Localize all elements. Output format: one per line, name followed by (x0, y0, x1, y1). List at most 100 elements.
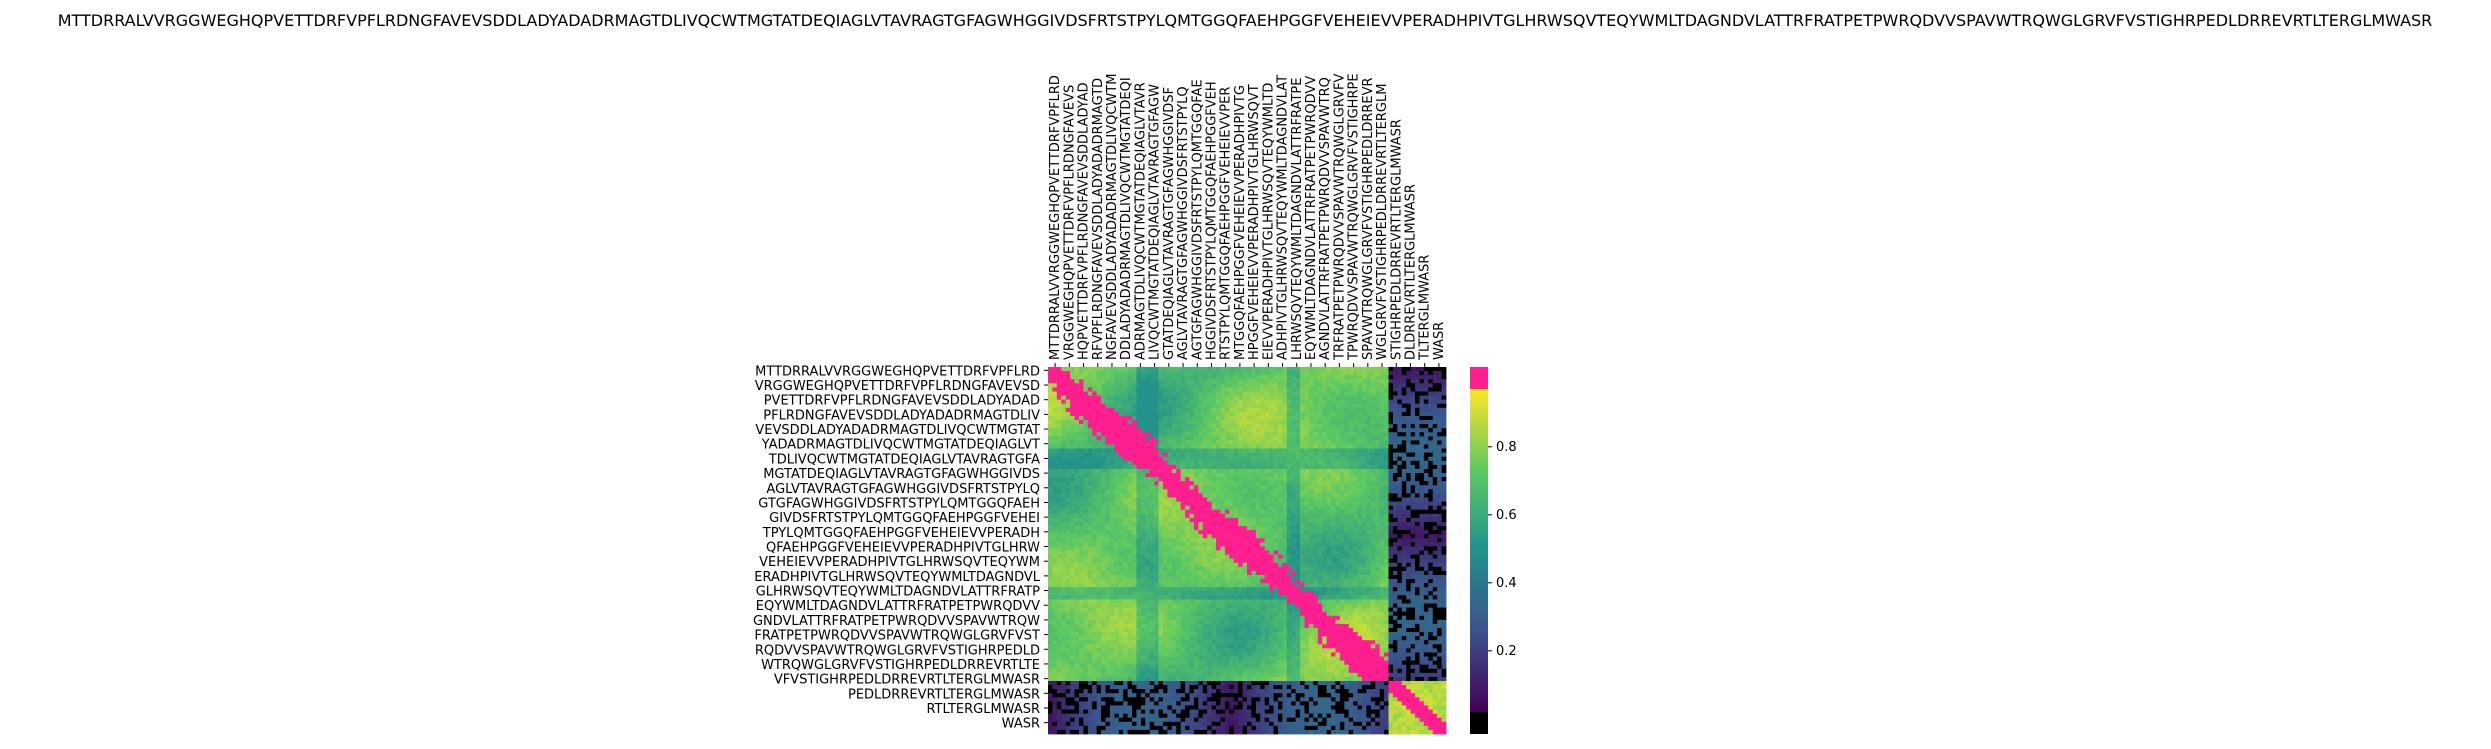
heatmap-cell (1118, 583, 1124, 588)
heatmap-cell (1083, 383, 1089, 388)
heatmap-cell (1114, 477, 1120, 482)
heatmap-cell (1295, 526, 1301, 531)
heatmap-cell (1423, 452, 1429, 458)
heatmap-cell (1061, 493, 1067, 498)
heatmap-cell (1158, 562, 1164, 568)
heatmap-cell (1326, 399, 1332, 405)
heatmap-cell (1189, 530, 1195, 535)
heatmap-cell (1074, 505, 1080, 511)
heatmap-cell (1247, 415, 1252, 421)
heatmap-cell (1397, 574, 1403, 580)
heatmap-cell (1220, 583, 1226, 588)
heatmap-cell (1361, 371, 1367, 376)
heatmap-cell (1083, 579, 1089, 584)
heatmap-cell (1255, 375, 1261, 380)
heatmap-cell (1375, 579, 1381, 584)
heatmap-cell (1105, 587, 1111, 592)
heatmap-cell (1189, 566, 1195, 572)
heatmap-cell (1331, 387, 1336, 392)
heatmap-cell (1286, 432, 1292, 437)
heatmap-cell (1220, 579, 1226, 584)
heatmap-cell (1388, 464, 1394, 470)
heatmap-cell (1348, 550, 1354, 555)
heatmap-cell (1388, 505, 1394, 511)
heatmap-cell (1273, 371, 1279, 376)
heatmap-cell (1437, 371, 1442, 376)
heatmap-cell (1211, 526, 1217, 531)
heatmap-cell (1176, 387, 1182, 392)
heatmap-cell (1428, 424, 1434, 429)
heatmap-cell (1295, 538, 1301, 543)
heatmap-cell (1348, 530, 1354, 535)
heatmap-cell (1056, 526, 1062, 531)
heatmap-cell (1074, 403, 1080, 409)
heatmap-cell (1048, 481, 1053, 486)
heatmap-cell (1061, 562, 1067, 568)
heatmap-cell (1348, 428, 1354, 433)
heatmap-cell (1216, 489, 1221, 494)
heatmap-cell (1410, 415, 1416, 421)
chart-title: MTTDRRALVVRGGWEGHQPVETTDRFVPFLRDNGFAVEVS… (58, 11, 2433, 30)
heatmap-cell (1132, 538, 1137, 543)
heatmap-cell (1282, 566, 1288, 572)
heatmap-cell (1415, 505, 1420, 511)
heatmap-cell (1339, 558, 1345, 564)
heatmap-cell (1260, 509, 1266, 515)
heatmap-cell (1375, 387, 1381, 392)
heatmap-cell (1313, 517, 1319, 523)
heatmap-cell (1423, 501, 1429, 507)
heatmap-cell (1180, 505, 1186, 511)
heatmap-cell (1229, 379, 1235, 384)
heatmap-cell (1136, 583, 1142, 588)
heatmap-cell (1092, 579, 1098, 584)
heatmap-cell (1300, 411, 1305, 417)
heatmap-cell (1392, 436, 1398, 441)
heatmap-cell (1339, 493, 1345, 498)
heatmap-cell (1277, 403, 1283, 409)
heatmap-cell (1220, 489, 1226, 494)
heatmap-cell (1322, 554, 1327, 560)
heatmap-cell (1087, 371, 1093, 376)
heatmap-cell (1087, 375, 1093, 380)
heatmap-cell (1105, 546, 1111, 551)
heatmap-cell (1132, 436, 1137, 441)
heatmap-cell (1282, 371, 1288, 376)
heatmap-cell (1070, 509, 1075, 515)
heatmap-cell (1286, 477, 1292, 482)
heatmap-cell (1379, 497, 1385, 502)
heatmap-cell (1145, 521, 1151, 527)
heatmap-cell (1185, 583, 1190, 588)
heatmap-cell (1114, 534, 1120, 539)
heatmap-cell (1056, 456, 1062, 462)
heatmap-cell (1353, 379, 1358, 384)
heatmap-cell (1092, 473, 1098, 478)
y-tick-label: TDLIVQCWTMGTATDEQIAGLVTAVRAGTGFA (768, 452, 1040, 467)
heatmap-cell (1415, 367, 1420, 372)
heatmap-cell (1149, 517, 1155, 523)
heatmap-cell (1185, 493, 1190, 498)
heatmap-cell (1335, 574, 1341, 580)
heatmap-cell (1428, 395, 1434, 401)
heatmap-cell (1185, 367, 1190, 372)
heatmap-cell (1065, 583, 1071, 588)
heatmap-cell (1441, 367, 1447, 372)
heatmap-cell (1388, 440, 1394, 445)
heatmap-cell (1295, 448, 1301, 454)
heatmap-cell (1056, 473, 1062, 478)
heatmap-cell (1211, 460, 1217, 466)
heatmap-cell (1087, 379, 1093, 384)
heatmap-cell (1269, 399, 1274, 405)
heatmap-cell (1185, 509, 1190, 515)
heatmap-cell (1242, 436, 1248, 441)
heatmap-cell (1149, 501, 1155, 507)
heatmap-cell (1162, 477, 1168, 482)
heatmap-cell (1397, 550, 1403, 555)
heatmap-cell (1392, 387, 1398, 392)
heatmap-cell (1353, 477, 1358, 482)
heatmap-cell (1370, 542, 1376, 547)
heatmap-cell (1123, 489, 1128, 494)
heatmap-cell (1229, 526, 1235, 531)
heatmap-cell (1370, 428, 1376, 433)
heatmap-cell (1282, 375, 1288, 380)
heatmap-cell (1286, 526, 1292, 531)
